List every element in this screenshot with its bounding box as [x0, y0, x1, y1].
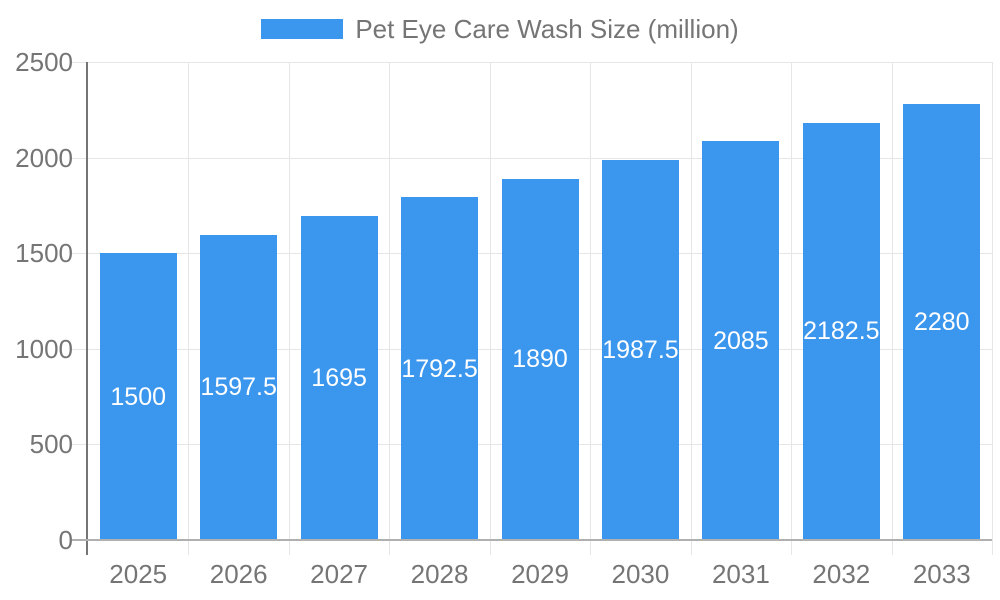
bar-value-label: 1597.5 [200, 373, 277, 402]
y-axis-tick-label: 2500 [15, 47, 73, 77]
bar[interactable] [300, 215, 378, 540]
bar-value-label: 1792.5 [401, 354, 478, 383]
bar-value-label: 1987.5 [602, 335, 679, 364]
bar[interactable] [802, 122, 880, 540]
y-axis-tick-label: 0 [58, 525, 73, 555]
bar-value-label: 1695 [311, 363, 367, 392]
y-axis-tick-label: 1500 [15, 238, 73, 269]
bar[interactable] [702, 141, 780, 540]
bar[interactable] [501, 178, 579, 540]
x-axis-tick-label: 2025 [109, 559, 168, 589]
gridline-vertical [288, 62, 290, 555]
gridline-vertical [992, 62, 993, 555]
gridline-horizontal [72, 62, 992, 63]
y-axis-line [86, 62, 88, 555]
bar[interactable] [401, 197, 479, 540]
bar[interactable] [200, 234, 278, 540]
x-axis-tick-label: 2032 [812, 559, 871, 589]
bar-value-label: 2085 [713, 326, 769, 355]
bar[interactable] [99, 253, 177, 540]
y-axis-tick-label: 2000 [15, 142, 73, 173]
bar-value-label: 1500 [110, 382, 167, 411]
gridline-horizontal [72, 157, 992, 159]
y-axis-tick-label: 1000 [15, 333, 73, 364]
gridline-vertical [690, 62, 692, 555]
bar[interactable] [903, 104, 981, 540]
y-axis-tick-label: 500 [29, 429, 73, 460]
x-axis-tick-label: 2031 [711, 559, 770, 589]
bar-value-label: 2182.5 [803, 317, 880, 346]
legend-swatch [261, 19, 344, 39]
x-axis-tick-label: 2028 [410, 559, 469, 589]
gridline-vertical [489, 62, 491, 555]
x-axis-tick-label: 2029 [511, 559, 569, 589]
gridline-vertical [389, 62, 391, 555]
bar[interactable] [601, 159, 679, 540]
x-axis-baseline [72, 539, 992, 541]
gridline-vertical [791, 62, 793, 555]
gridline-vertical [891, 62, 893, 555]
legend: Pet Eye Care Wash Size (million) [0, 14, 1000, 44]
x-axis-tick-label: 2030 [611, 559, 670, 589]
gridline-vertical [188, 62, 190, 555]
bar-value-label: 2280 [913, 308, 970, 337]
x-axis-tick-label: 2033 [912, 559, 971, 589]
bar-value-label: 1890 [512, 345, 568, 374]
legend-label: Pet Eye Care Wash Size (million) [355, 14, 739, 44]
x-axis-tick-label: 2026 [209, 559, 268, 589]
x-axis-tick-label: 2027 [310, 559, 369, 589]
gridline-vertical [590, 62, 592, 555]
